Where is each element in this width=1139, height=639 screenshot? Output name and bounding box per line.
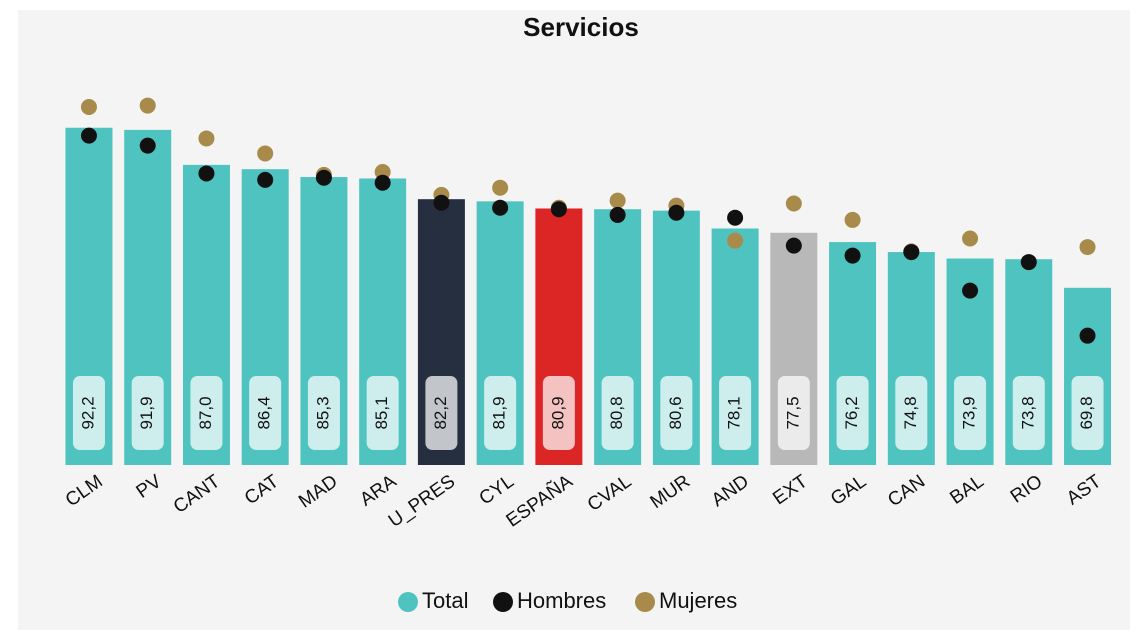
dot bbox=[727, 232, 744, 249]
legend-marker bbox=[493, 592, 513, 612]
value-label-box bbox=[601, 376, 634, 450]
value-label: 69,8 bbox=[1077, 396, 1096, 429]
value-label-box bbox=[484, 376, 517, 450]
dot bbox=[903, 244, 920, 261]
dot bbox=[844, 247, 861, 264]
value-label-box bbox=[777, 376, 810, 450]
value-label: 82,2 bbox=[431, 396, 450, 429]
value-label: 73,8 bbox=[1018, 396, 1037, 429]
dot bbox=[962, 230, 979, 247]
dot bbox=[785, 237, 802, 254]
value-label: 80,8 bbox=[607, 396, 626, 429]
value-label: 80,9 bbox=[548, 396, 567, 429]
dot bbox=[374, 174, 391, 191]
dot bbox=[727, 209, 744, 226]
value-label-box bbox=[249, 376, 282, 450]
value-label-box bbox=[72, 376, 105, 450]
value-label-box bbox=[307, 376, 340, 450]
value-label: 85,3 bbox=[313, 396, 332, 429]
dot bbox=[609, 206, 626, 223]
legend-label: Hombres bbox=[517, 588, 606, 613]
value-label-box bbox=[954, 376, 987, 450]
dot bbox=[80, 99, 97, 116]
value-label: 74,8 bbox=[901, 396, 920, 429]
value-label: 78,1 bbox=[725, 396, 744, 429]
value-label: 81,9 bbox=[490, 396, 509, 429]
dot bbox=[1020, 254, 1037, 271]
value-label: 91,9 bbox=[137, 396, 156, 429]
value-label-box bbox=[719, 376, 752, 450]
value-label-box bbox=[131, 376, 164, 450]
dot bbox=[139, 97, 156, 114]
value-label: 80,6 bbox=[666, 396, 685, 429]
dot bbox=[198, 165, 215, 182]
value-label-box bbox=[660, 376, 693, 450]
dot bbox=[433, 194, 450, 211]
value-label: 85,1 bbox=[372, 396, 391, 429]
value-label: 86,4 bbox=[255, 396, 274, 429]
dot bbox=[609, 192, 626, 209]
value-label: 76,2 bbox=[842, 396, 861, 429]
dot bbox=[315, 169, 332, 186]
value-label: 77,5 bbox=[783, 396, 802, 429]
dot bbox=[80, 127, 97, 144]
dot bbox=[1079, 327, 1096, 344]
value-label: 73,9 bbox=[960, 396, 979, 429]
dot bbox=[198, 130, 215, 147]
dot bbox=[257, 145, 274, 162]
value-label-box bbox=[1012, 376, 1045, 450]
legend-marker bbox=[635, 592, 655, 612]
chart-title: Servicios bbox=[523, 12, 639, 42]
legend-label: Total bbox=[422, 588, 468, 613]
legend-marker bbox=[398, 592, 418, 612]
dot bbox=[550, 201, 567, 218]
dot bbox=[492, 199, 509, 216]
dot bbox=[844, 211, 861, 228]
dot bbox=[139, 137, 156, 154]
value-label-box bbox=[190, 376, 223, 450]
value-label-box bbox=[836, 376, 869, 450]
value-label: 87,0 bbox=[196, 396, 215, 429]
value-label-box bbox=[366, 376, 399, 450]
dot bbox=[257, 171, 274, 188]
value-label-box bbox=[425, 376, 458, 450]
value-label-box bbox=[895, 376, 928, 450]
dot bbox=[492, 179, 509, 196]
value-label-box bbox=[542, 376, 575, 450]
value-label: 92,2 bbox=[78, 396, 97, 429]
legend-label: Mujeres bbox=[659, 588, 737, 613]
dot bbox=[962, 282, 979, 299]
dot bbox=[1079, 239, 1096, 256]
dot bbox=[668, 204, 685, 221]
dot bbox=[785, 195, 802, 212]
value-label-box bbox=[1071, 376, 1104, 450]
